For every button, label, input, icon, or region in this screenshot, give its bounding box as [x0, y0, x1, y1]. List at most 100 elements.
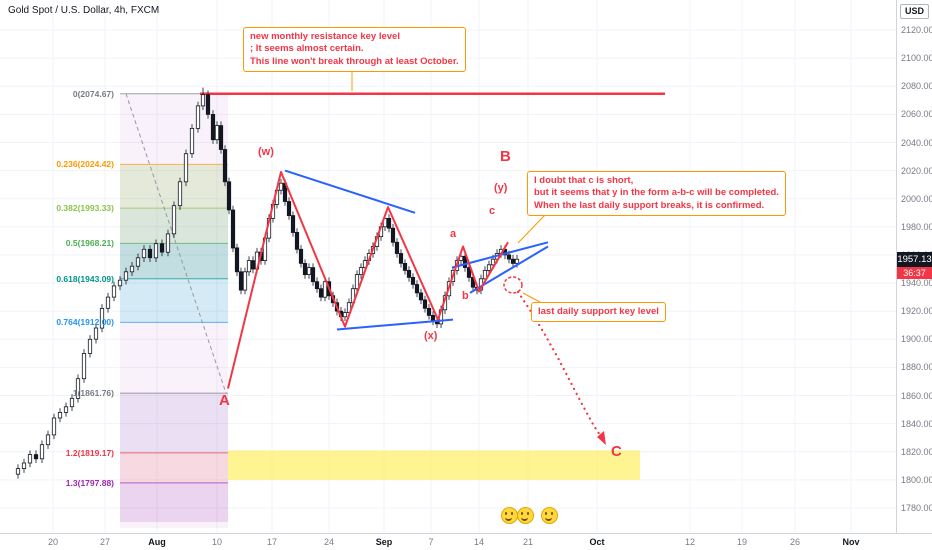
note-line: last daily support key level: [538, 306, 659, 317]
candle-body: [298, 248, 304, 264]
candle-body: [159, 243, 165, 253]
wave-label-B[interactable]: B: [500, 148, 511, 165]
candle-body: [210, 114, 216, 141]
candle-body: [93, 327, 99, 340]
candle-body: [69, 397, 75, 408]
candle-body: [33, 454, 39, 460]
wave-label-A[interactable]: A: [219, 392, 230, 409]
candle-body: [189, 127, 195, 155]
candle-body: [466, 267, 472, 278]
candle-body: [398, 253, 404, 264]
candle-body: [426, 307, 432, 316]
symbol-legend[interactable]: Gold Spot / U.S. Dollar, 4h, FXCM: [8, 5, 159, 16]
candle-body: [63, 406, 69, 413]
fib-level-label: 0.764(1912.00): [56, 317, 114, 328]
price-tick-label: 1800.00: [901, 474, 932, 485]
candle-body: [294, 231, 300, 250]
candle-body: [81, 352, 87, 380]
fib-band[interactable]: [120, 482, 228, 523]
note-line: I doubt that c is short,: [534, 175, 634, 186]
candle-body: [386, 217, 392, 229]
fib-level-label: 1(1861.76): [72, 388, 114, 399]
time-tick-label: 21: [522, 537, 534, 547]
candle-body: [153, 243, 159, 259]
candle-body: [57, 411, 63, 419]
fib-band[interactable]: [120, 393, 228, 453]
elliott-wave-zigzag[interactable]: [227, 171, 509, 389]
support-break-circle[interactable]: [503, 276, 523, 294]
fib-band[interactable]: [120, 278, 228, 323]
candle-body: [234, 247, 240, 273]
target-zone[interactable]: [228, 450, 640, 480]
fib-baseline[interactable]: [125, 93, 227, 394]
trend-line[interactable]: [336, 318, 454, 331]
candle-body: [51, 417, 57, 436]
note-resistance-key-level[interactable]: new monthly resistance key level ; It se…: [243, 27, 466, 73]
fib-time-column[interactable]: [120, 93, 228, 528]
price-tick-label: 1920.00: [901, 306, 932, 317]
candle-body: [322, 281, 328, 298]
wave-label-b[interactable]: b: [462, 290, 469, 302]
time-tick-label: Sep: [375, 537, 393, 547]
fib-band[interactable]: [120, 164, 228, 209]
price-tick-label: 2020.00: [901, 165, 932, 176]
candle-body: [286, 201, 292, 217]
candle-body: [238, 271, 244, 291]
price-tick-label: 1840.00: [901, 418, 932, 429]
candle-body: [246, 260, 252, 273]
candle-body: [414, 284, 420, 294]
projection-arrow[interactable]: [516, 290, 606, 443]
price-tick-label: 2060.00: [901, 109, 932, 120]
wave-label-c[interactable]: c: [489, 205, 496, 217]
note-wave-forecast[interactable]: I doubt that c is short, but it seems th…: [527, 171, 786, 217]
chart-canvas[interactable]: 0(2074.67) 0.236(2024.42) 0.382(1993.33) 0.…: [0, 0, 896, 533]
time-scale[interactable]: 20 27 Aug 10 17 24 Sep 7 14 21 Oct 12 19 26 Nov: [0, 533, 932, 550]
candle-body: [278, 182, 284, 191]
candle-body: [87, 338, 93, 354]
candle-body: [105, 296, 111, 309]
wave-label-x[interactable]: (x): [424, 330, 438, 342]
trend-line[interactable]: [284, 169, 416, 214]
time-tick-label: 17: [266, 537, 278, 547]
emoji-sticker-icon[interactable]: [541, 507, 558, 524]
candle-body: [135, 257, 141, 267]
time-tick-label: 26: [789, 537, 801, 547]
emoji-sticker-icon[interactable]: [517, 507, 534, 524]
wave-label-y[interactable]: (y): [494, 182, 508, 194]
candle-body: [21, 462, 27, 469]
fib-level-label: 0(2074.67): [72, 88, 114, 99]
symbol-title: Gold Spot / U.S. Dollar, 4h, FXCM: [8, 5, 160, 16]
candle-body: [302, 262, 308, 275]
fib-band[interactable]: [120, 452, 228, 483]
wave-label-a[interactable]: a: [450, 228, 457, 240]
note-daily-support[interactable]: last daily support key level: [531, 302, 666, 323]
time-tick-label: 14: [473, 537, 485, 547]
candle-body: [486, 264, 492, 271]
wave-label-w[interactable]: (w): [258, 146, 274, 158]
fib-level-label: 0.5(1968.21): [65, 238, 114, 249]
candle-body: [45, 434, 51, 446]
candle-body: [410, 276, 416, 285]
wave-label-C[interactable]: C: [611, 443, 622, 460]
candle-body: [226, 181, 232, 211]
candle-body: [306, 267, 312, 276]
price-scale[interactable]: USD 2120.00 2100.00 2080.00 2060.00 2040.00 2…: [896, 0, 932, 533]
candle-body: [418, 292, 424, 301]
price-tick-label: 2100.00: [901, 53, 932, 64]
price-tick-label: 1900.00: [901, 334, 932, 345]
note-line: When the last daily support breaks, it i…: [534, 199, 765, 211]
candle-body: [230, 209, 236, 249]
time-tick-label: Nov: [842, 537, 860, 547]
time-tick-label: Aug: [148, 537, 166, 547]
price-tick-label: 2000.00: [901, 193, 932, 204]
candle-body: [15, 468, 21, 475]
last-price-badge: 1957.13: [897, 252, 932, 267]
chart-plot-svg: [0, 0, 896, 533]
candle-body: [117, 279, 123, 287]
emoji-sticker-icon[interactable]: [501, 507, 518, 524]
currency-toggle-usd[interactable]: USD: [900, 4, 929, 19]
fib-level-label: 0.618(1943.09): [56, 273, 114, 284]
time-tick-label: 7: [428, 537, 434, 547]
time-tick-label: 24: [323, 537, 335, 547]
candle-body: [430, 314, 436, 322]
